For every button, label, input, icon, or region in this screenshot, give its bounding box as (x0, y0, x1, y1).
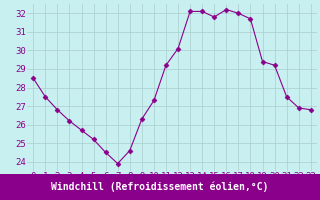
Text: Windchill (Refroidissement éolien,°C): Windchill (Refroidissement éolien,°C) (51, 182, 269, 192)
